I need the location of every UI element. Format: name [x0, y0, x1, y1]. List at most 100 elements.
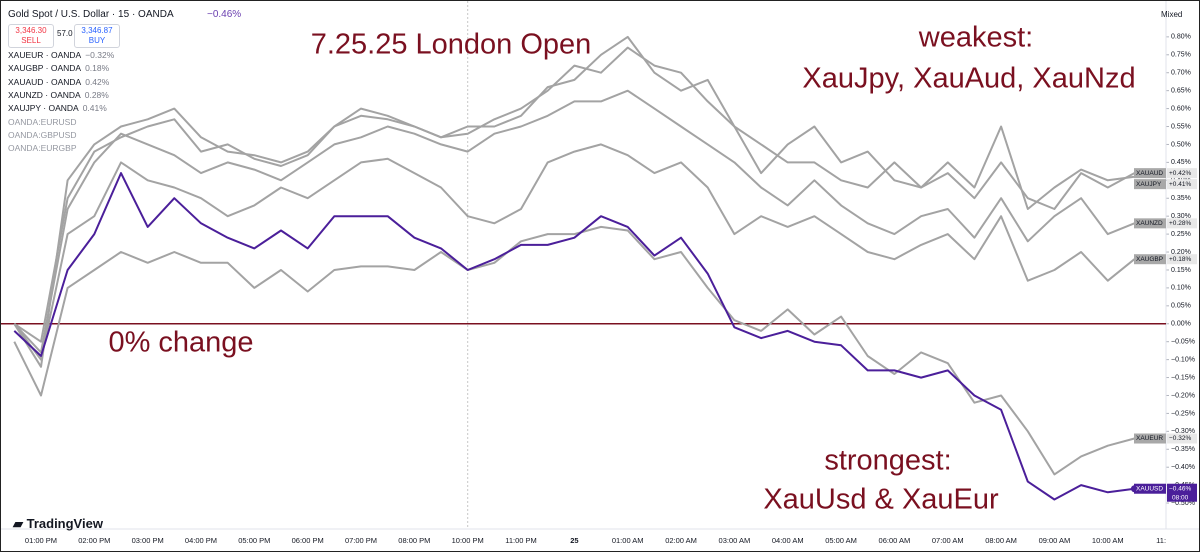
badge-name-bg — [1134, 433, 1166, 444]
series-line — [13, 225, 1135, 476]
badge-name: XAUNZD — [1136, 220, 1163, 227]
x-tick-label: 06:00 PM — [292, 536, 324, 545]
y-tick-label: 0.80% — [1171, 34, 1191, 41]
buy-button[interactable]: 3,346.87 BUY — [74, 24, 120, 48]
badge-value-bg — [1167, 218, 1197, 229]
badge-name: XAUJPY — [1136, 181, 1162, 188]
y-tick-label: 0.55% — [1171, 123, 1191, 130]
badge-value-bg — [1167, 483, 1197, 502]
annotation: 7.25.25 London Open — [311, 29, 592, 61]
annotation: strongest: — [824, 445, 951, 477]
y-tick-label: −0.50% — [1171, 500, 1195, 507]
indicator-name: OANDA:GBPUSD — [8, 129, 77, 140]
y-tick-label: 0.75% — [1171, 52, 1191, 59]
x-tick-label: 02:00 AM — [665, 536, 697, 545]
sell-price: 3,346.30 — [15, 26, 47, 35]
series-line — [13, 172, 1135, 501]
x-tick-label: 10:00 PM — [452, 536, 484, 545]
legend-item: XAUNZD · OANDA 0.28% — [8, 90, 109, 100]
x-tick-label: 10:00 AM — [1092, 536, 1124, 545]
y-tick-label: −0.25% — [1171, 410, 1195, 417]
spread: 57.0 — [57, 29, 73, 38]
y-tick-label: −0.20% — [1171, 392, 1195, 399]
legend-value: 0.28% — [84, 89, 109, 100]
indicator-name: OANDA:EURUSD — [8, 116, 77, 127]
annotation: 0% change — [108, 327, 253, 359]
badge-name: XAUEUR — [1136, 435, 1163, 442]
badge-value: −0.32% — [1169, 435, 1191, 442]
x-tick-label: 02:00 PM — [78, 536, 110, 545]
y-tick-label: −0.35% — [1171, 446, 1195, 453]
x-tick-label: 11: — [1156, 536, 1166, 545]
y-tick-label: 0.45% — [1171, 159, 1191, 166]
badge-name: XAUGBP — [1136, 256, 1163, 263]
legend-item: XAUEUR · OANDA −0.32% — [8, 50, 114, 60]
y-tick-label: −0.15% — [1171, 374, 1195, 381]
y-tick-label: −0.05% — [1171, 339, 1195, 346]
y-tick-label: 0.10% — [1171, 285, 1191, 292]
badge-name-bg — [1134, 179, 1166, 190]
legend-value: 0.42% — [85, 76, 110, 87]
y-tick-label: 0.15% — [1171, 267, 1191, 274]
x-tick-label: 03:00 PM — [132, 536, 164, 545]
y-tick-label: 0.30% — [1171, 213, 1191, 220]
scale-mode[interactable]: Mixed — [1161, 10, 1183, 19]
logo: ▰ TradingView — [13, 516, 103, 531]
legend-value: −0.32% — [85, 50, 115, 60]
y-tick-label: 0.50% — [1171, 141, 1191, 148]
series-line — [13, 46, 1135, 343]
badge-value-bg — [1167, 168, 1197, 179]
countdown: 08:00 — [1172, 494, 1189, 501]
badge-name: XAUUSD — [1136, 485, 1163, 492]
legend-value: 0.18% — [85, 63, 110, 74]
y-tick-label: −0.10% — [1171, 356, 1195, 363]
legend-name: XAUGBP · OANDA — [8, 63, 82, 74]
legend-item: XAUGBP · OANDA 0.18% — [8, 63, 109, 73]
annotation: XauUsd & XauEur — [763, 484, 999, 516]
sell-button[interactable]: 3,346.30 SELL — [8, 24, 54, 48]
x-tick-label: 01:00 PM — [25, 536, 57, 545]
badge-value: +0.42% — [1169, 170, 1191, 177]
x-tick-label: 11:00 PM — [505, 536, 537, 545]
legend-item: XAUJPY · OANDA 0.41% — [8, 103, 107, 113]
y-tick-label: 0.00% — [1171, 321, 1191, 328]
badge-value: +0.18% — [1169, 256, 1191, 263]
legend-value: 0.41% — [82, 103, 107, 114]
y-tick-label: 0.05% — [1171, 303, 1191, 310]
legend-name: XAUAUD · OANDA — [8, 76, 82, 87]
y-tick-label: 0.70% — [1171, 70, 1191, 77]
legend-item: XAUAUD · OANDA 0.42% — [8, 77, 109, 87]
x-tick-label: 05:00 AM — [825, 536, 857, 545]
x-tick-label: 09:00 AM — [1039, 536, 1071, 545]
x-tick-label: 08:00 PM — [398, 536, 430, 545]
badge-value: +0.28% — [1169, 220, 1191, 227]
y-tick-label: 0.60% — [1171, 105, 1191, 112]
x-tick-label: 01:00 AM — [612, 536, 644, 545]
y-tick-label: 0.65% — [1171, 87, 1191, 94]
x-tick-label: 03:00 AM — [719, 536, 751, 545]
badge-name-bg — [1134, 218, 1166, 229]
badge-name-bg — [1134, 254, 1166, 265]
legend-name: XAUNZD · OANDA — [8, 89, 81, 100]
change: −0.46% — [207, 9, 242, 20]
sell-label: SELL — [21, 36, 41, 45]
annotation: weakest: — [918, 22, 1033, 54]
badge-value-bg — [1167, 254, 1197, 265]
y-tick-label: −0.40% — [1171, 464, 1195, 471]
series-line — [13, 143, 1136, 361]
badge-value: +0.41% — [1169, 181, 1191, 188]
y-tick-label: 0.25% — [1171, 231, 1191, 238]
logo-text: TradingView — [26, 516, 103, 531]
badge-value: −0.46% — [1169, 485, 1191, 492]
legend-name: XAUJPY · OANDA — [8, 103, 79, 114]
legend-name: XAUEUR · OANDA — [8, 50, 82, 60]
symbol-title[interactable]: Gold Spot / U.S. Dollar · 15 · OANDA — [8, 9, 174, 20]
x-tick-label: 25 — [570, 536, 578, 545]
x-tick-label: 08:00 AM — [985, 536, 1017, 545]
y-tick-label: 0.20% — [1171, 249, 1191, 256]
badge-name: XAUAUD — [1136, 170, 1163, 177]
badge-value-bg — [1167, 179, 1197, 190]
buy-label: BUY — [88, 36, 106, 45]
series-line — [13, 89, 1135, 354]
